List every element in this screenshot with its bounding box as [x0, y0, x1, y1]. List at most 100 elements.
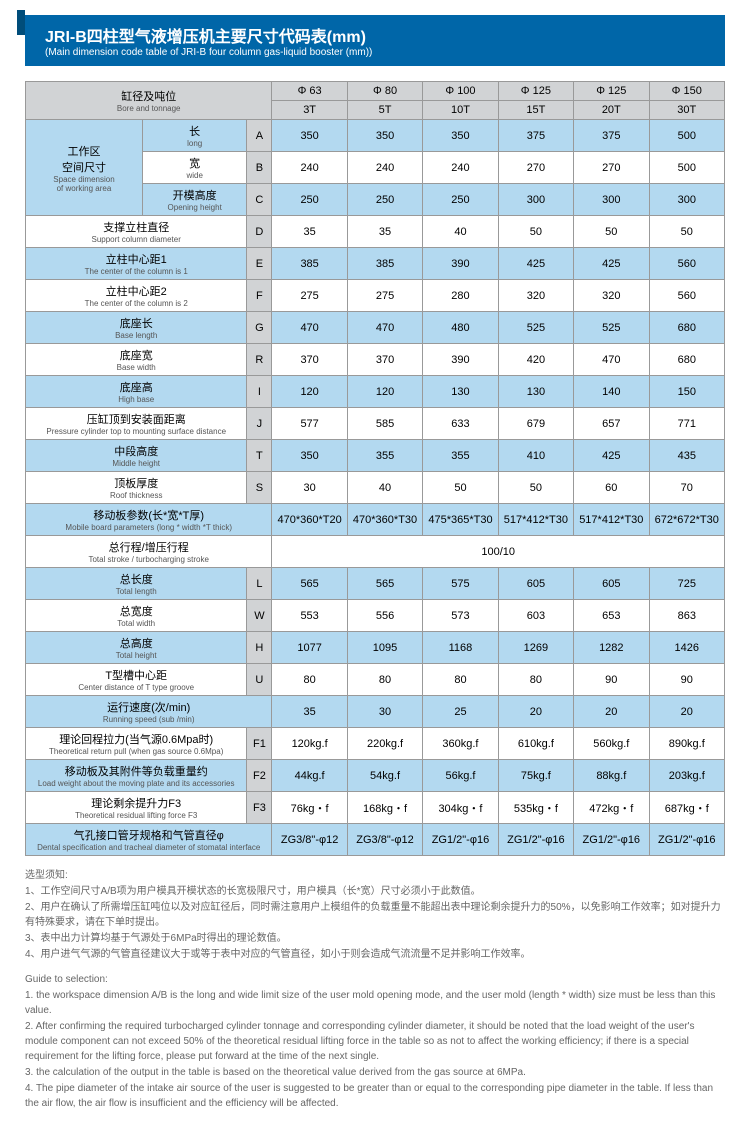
row-code: S	[247, 472, 272, 504]
cell-value: 375	[574, 120, 649, 152]
cell-value: 1282	[574, 632, 649, 664]
cell-value: 35	[347, 216, 422, 248]
table-row: 立柱中心距1The center of the column is 1E3853…	[26, 248, 725, 280]
phi-1: Φ 80	[347, 82, 422, 101]
cell-value: 410	[498, 440, 573, 472]
cell-value: 470	[574, 344, 649, 376]
cell-value: 75kg.f	[498, 760, 573, 792]
cell-value: 577	[272, 408, 347, 440]
cell-value: 150	[649, 376, 724, 408]
cell-value: 1168	[423, 632, 498, 664]
row-label: 开模高度Opening height	[142, 184, 246, 216]
row-label: T型槽中心距Center distance of T type groove	[26, 664, 247, 696]
cell-value: 470*360*T20	[272, 504, 347, 536]
row-label: 移动板及其附件等负载重量约Load weight about the movin…	[26, 760, 247, 792]
cell-value: 420	[498, 344, 573, 376]
cell-value: 40	[423, 216, 498, 248]
row-code: A	[247, 120, 272, 152]
cell-value: 517*412*T30	[574, 504, 649, 536]
row-label: 底座宽Base width	[26, 344, 247, 376]
cell-value: 50	[498, 216, 573, 248]
cell-value: 50	[423, 472, 498, 504]
cell-value: 280	[423, 280, 498, 312]
row-label: 立柱中心距2The center of the column is 2	[26, 280, 247, 312]
cell-value: 1095	[347, 632, 422, 664]
cell-value: 771	[649, 408, 724, 440]
note-item: 3. the calculation of the output in the …	[25, 1065, 725, 1080]
cell-value: 130	[498, 376, 573, 408]
cell-value: ZG1/2"-φ16	[498, 824, 573, 856]
cell-value: 565	[272, 568, 347, 600]
cell-value: 725	[649, 568, 724, 600]
cell-value: 390	[423, 248, 498, 280]
cell-value: 250	[272, 184, 347, 216]
cell-value: 472kg・f	[574, 792, 649, 824]
cell-value: 80	[347, 664, 422, 696]
row-code: U	[247, 664, 272, 696]
cell-value: 679	[498, 408, 573, 440]
row-label: 气孔接口管牙规格和气管直径φDental specification and t…	[26, 824, 272, 856]
row-code: C	[247, 184, 272, 216]
row-label: 运行速度(次/min)Running speed (sub /min)	[26, 696, 272, 728]
table-row: 总高度Total heightH107710951168126912821426	[26, 632, 725, 664]
cell-value: 203kg.f	[649, 760, 724, 792]
cell-value: 375	[498, 120, 573, 152]
cell-value: 535kg・f	[498, 792, 573, 824]
cell-value: 54kg.f	[347, 760, 422, 792]
row-code: F3	[247, 792, 272, 824]
cell-value: 470*360*T30	[347, 504, 422, 536]
cell-value: 350	[272, 440, 347, 472]
row-label: 总高度Total height	[26, 632, 247, 664]
table-row: 总行程/增压行程Total stroke / turbocharging str…	[26, 536, 725, 568]
table-row: 工作区空间尺寸Space dimensionof working area长lo…	[26, 120, 725, 152]
cell-value: 350	[423, 120, 498, 152]
cell-value: 70	[649, 472, 724, 504]
row-label: 宽wide	[142, 152, 246, 184]
row-label: 总行程/增压行程Total stroke / turbocharging str…	[26, 536, 272, 568]
table-row: 立柱中心距2The center of the column is 2F2752…	[26, 280, 725, 312]
row-label: 总长度Total length	[26, 568, 247, 600]
cell-value: 20	[574, 696, 649, 728]
cell-value: 130	[423, 376, 498, 408]
cell-value: 425	[574, 248, 649, 280]
phi-4: Φ 125	[574, 82, 649, 101]
cell-value: 1426	[649, 632, 724, 664]
row-label: 支撑立柱直径Support column diameter	[26, 216, 247, 248]
cell-value: 470	[272, 312, 347, 344]
cell-value: 80	[498, 664, 573, 696]
row-code: B	[247, 152, 272, 184]
cell-value: 25	[423, 696, 498, 728]
cell-value: 120	[272, 376, 347, 408]
cell-value: 560	[649, 280, 724, 312]
cell-value: 425	[498, 248, 573, 280]
cell-value: 90	[649, 664, 724, 696]
row-code: E	[247, 248, 272, 280]
row-code: J	[247, 408, 272, 440]
cell-value: 390	[423, 344, 498, 376]
row-label: 理论回程拉力(当气源0.6Mpa时)Theoretical return pul…	[26, 728, 247, 760]
cell-value: 605	[574, 568, 649, 600]
table-row: 底座高High baseI120120130130140150	[26, 376, 725, 408]
notes-en-title: Guide to selection:	[25, 972, 725, 987]
cell-value: 435	[649, 440, 724, 472]
row-code: I	[247, 376, 272, 408]
table-row: 压缸顶到安装面距离Pressure cylinder top to mounti…	[26, 408, 725, 440]
row-code: F1	[247, 728, 272, 760]
cell-value: 275	[272, 280, 347, 312]
cell-value: 350	[347, 120, 422, 152]
cell-value: ZG1/2"-φ16	[574, 824, 649, 856]
cell-value: 240	[272, 152, 347, 184]
cell-value: 90	[574, 664, 649, 696]
cell-value: 603	[498, 600, 573, 632]
row-code: G	[247, 312, 272, 344]
note-item: 4. The pipe diameter of the intake air s…	[25, 1081, 725, 1111]
cell-value: ZG3/8"-φ12	[347, 824, 422, 856]
cell-value: 270	[574, 152, 649, 184]
cell-value: 556	[347, 600, 422, 632]
cell-value: 672*672*T30	[649, 504, 724, 536]
work-area-group: 工作区空间尺寸Space dimensionof working area	[26, 120, 143, 216]
phi-0: Φ 63	[272, 82, 347, 101]
cell-value: 40	[347, 472, 422, 504]
cell-value: 80	[423, 664, 498, 696]
cell-value: 560	[649, 248, 724, 280]
